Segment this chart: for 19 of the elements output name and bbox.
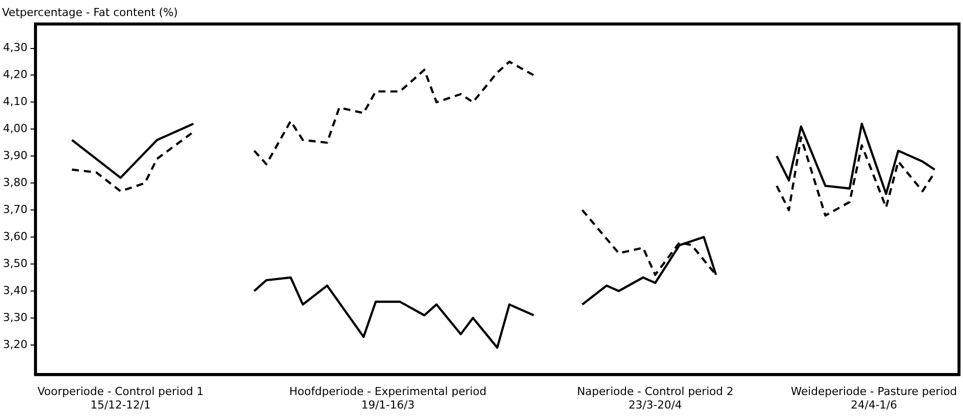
y-tick-label: 4,30 bbox=[2, 41, 28, 54]
y-tick-label: 3,60 bbox=[2, 230, 28, 243]
x-tick-label: Voorperiode - Control period 1 15/12-12/1 bbox=[37, 385, 204, 412]
y-tick-label: 3,20 bbox=[2, 338, 28, 351]
x-tick-label: Hoofdperiode - Experimental period 19/1-16/3 bbox=[289, 385, 487, 412]
y-tick-label: 4,10 bbox=[2, 95, 28, 108]
y-tick-label: 4,00 bbox=[2, 122, 28, 136]
x-tick-label: Weideperiode - Pasture period 24/4-1/6 bbox=[790, 385, 957, 412]
y-tick-label: 3,40 bbox=[2, 284, 28, 297]
y-tick-label: 3,90 bbox=[2, 149, 28, 162]
x-tick-label: Naperiode - Control period 2 23/3-20/4 bbox=[576, 385, 734, 412]
y-tick-label: 3,30 bbox=[2, 310, 28, 324]
line-series bbox=[253, 60, 535, 166]
y-tick-label: 4,20 bbox=[2, 68, 28, 82]
y-tick-label: 3,70 bbox=[2, 202, 28, 216]
chart-title: Vetpercentage - Fat content (%) bbox=[2, 6, 178, 19]
line-series bbox=[70, 130, 195, 192]
y-tick-label: 3,50 bbox=[2, 256, 28, 270]
y-tick-label: 3,80 bbox=[2, 176, 28, 189]
